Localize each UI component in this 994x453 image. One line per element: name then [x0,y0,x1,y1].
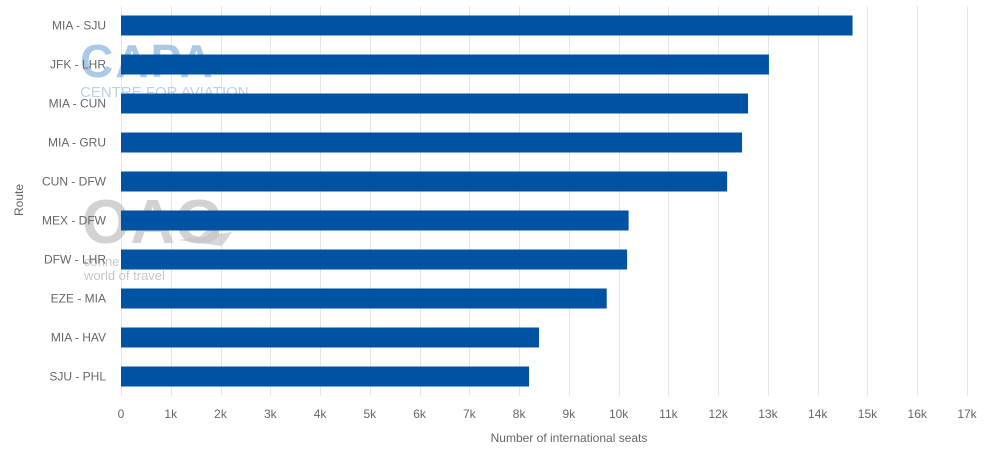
y-tick-label-9: SJU - PHL [49,370,106,384]
oag-watermark-subtitle-line2: world of travel [83,268,165,283]
x-tick-label-17: 17k [957,407,977,421]
x-tick-label-16: 16k [908,407,928,421]
y-tick-label-0: MIA - SJU [52,19,106,33]
x-tick-label-1: 1k [164,407,178,421]
bar-0[interactable] [121,15,853,36]
x-tick-label-13: 13k [758,407,778,421]
bar-2[interactable] [121,93,749,114]
x-axis-tick-labels: 0 1k 2k 3k 4k 5k 6k 7k 8k 9k 10k 11k 12k 13k 14k 15k 16k… [118,407,978,421]
x-tick-label-7: 7k [463,407,477,421]
airplane-watermark-icon [178,224,232,246]
y-tick-label-3: MIA - GRU [48,136,106,150]
bar-6[interactable] [121,249,628,270]
x-axis-title: Number of international seats [491,431,648,445]
bar-3[interactable] [121,132,743,153]
y-tick-label-2: MIA - CUN [49,97,106,111]
x-tick-label-6: 6k [413,407,427,421]
y-tick-label-7: EZE - MIA [51,292,106,306]
x-tick-label-4: 4k [314,407,328,421]
x-tick-label-12: 12k [708,407,728,421]
bar-4[interactable] [121,171,728,192]
y-tick-label-5: MEX - DFW [42,214,107,228]
y-tick-label-6: DFW - LHR [44,253,106,267]
bar-1[interactable] [121,54,769,75]
y-axis-tick-labels: MIA - SJU JFK - LHR MIA - CUN MIA - GRU CUN … [42,19,107,384]
x-tick-label-3: 3k [264,407,278,421]
x-tick-label-11: 11k [659,407,678,421]
x-tick-label-9: 9k [563,407,577,421]
x-tick-label-0: 0 [118,407,125,421]
bar-9[interactable] [121,366,530,387]
bar-8[interactable] [121,327,540,348]
bar-5[interactable] [121,210,629,231]
x-tick-label-14: 14k [808,407,828,421]
oag-watermark-subtitle-line1: conne [84,254,119,269]
x-tick-label-2: 2k [214,407,228,421]
y-tick-label-8: MIA - HAV [51,331,106,345]
x-tick-label-10: 10k [609,407,629,421]
x-tick-label-8: 8k [513,407,527,421]
x-tick-label-5: 5k [363,407,377,421]
y-tick-label-1: JFK - LHR [50,58,106,72]
y-axis-title: Route [12,184,26,216]
bars [121,15,853,387]
y-tick-label-4: CUN - DFW [42,175,107,189]
bar-7[interactable] [121,288,607,309]
x-tick-label-15: 15k [858,407,878,421]
